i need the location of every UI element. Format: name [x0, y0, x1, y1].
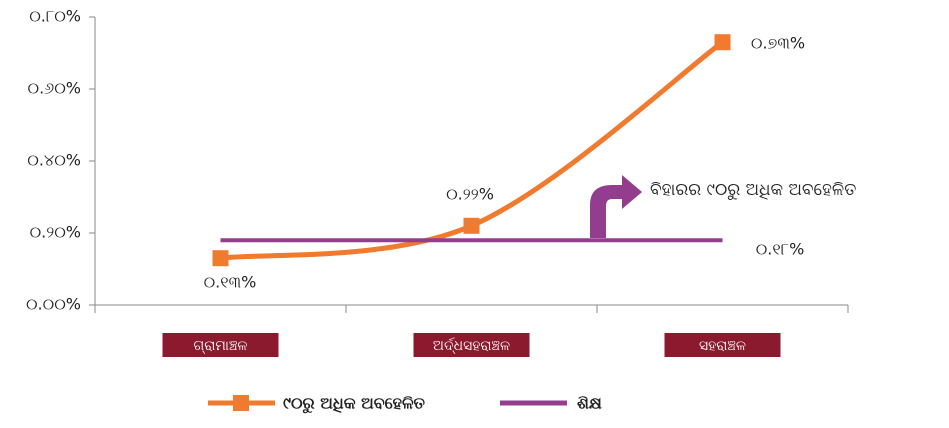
- data-label: ୦.୭୩%: [751, 34, 805, 53]
- legend-marker: [233, 395, 249, 411]
- y-tick-label: ୦.୪୦%: [27, 151, 81, 170]
- x-tick-label: ଅର୍ଦ୍ଧସହରାଞ୍ଚଳ: [433, 337, 510, 354]
- marker: [714, 34, 731, 51]
- y-tick-label: ୦.୦୦%: [26, 295, 81, 314]
- x-tick-label: ସହରାଞ୍ଚଳ: [699, 338, 746, 354]
- data-label: ୦.୧୮%: [756, 240, 805, 259]
- y-tick-label: ୦.୨୦%: [30, 223, 81, 242]
- category-box: [413, 333, 530, 357]
- category-box: [664, 333, 781, 357]
- legend-label: ଶିକ୍ଷ: [577, 394, 602, 413]
- marker: [212, 250, 229, 267]
- category-box: [162, 333, 279, 357]
- data-label: ୦.୧୩%: [204, 273, 257, 292]
- y-tick-label: ୦.୮୦%: [29, 7, 81, 26]
- x-tick-label: ଗ୍ରାମାଞ୍ଚଳ: [193, 338, 247, 354]
- annotation: ବିହାରର ୯୦ରୁ ଅଧିକ ଅବହେଳିତ: [650, 180, 856, 200]
- data-label: ୦.୨୨%: [446, 185, 494, 204]
- annotation-arrow: [590, 175, 642, 238]
- marker: [463, 217, 480, 234]
- legend-label: ୯୦ରୁ ଅଧିକ ଅବହେଳିତ: [283, 394, 426, 415]
- y-tick-label: ୦.୬୦%: [27, 79, 81, 98]
